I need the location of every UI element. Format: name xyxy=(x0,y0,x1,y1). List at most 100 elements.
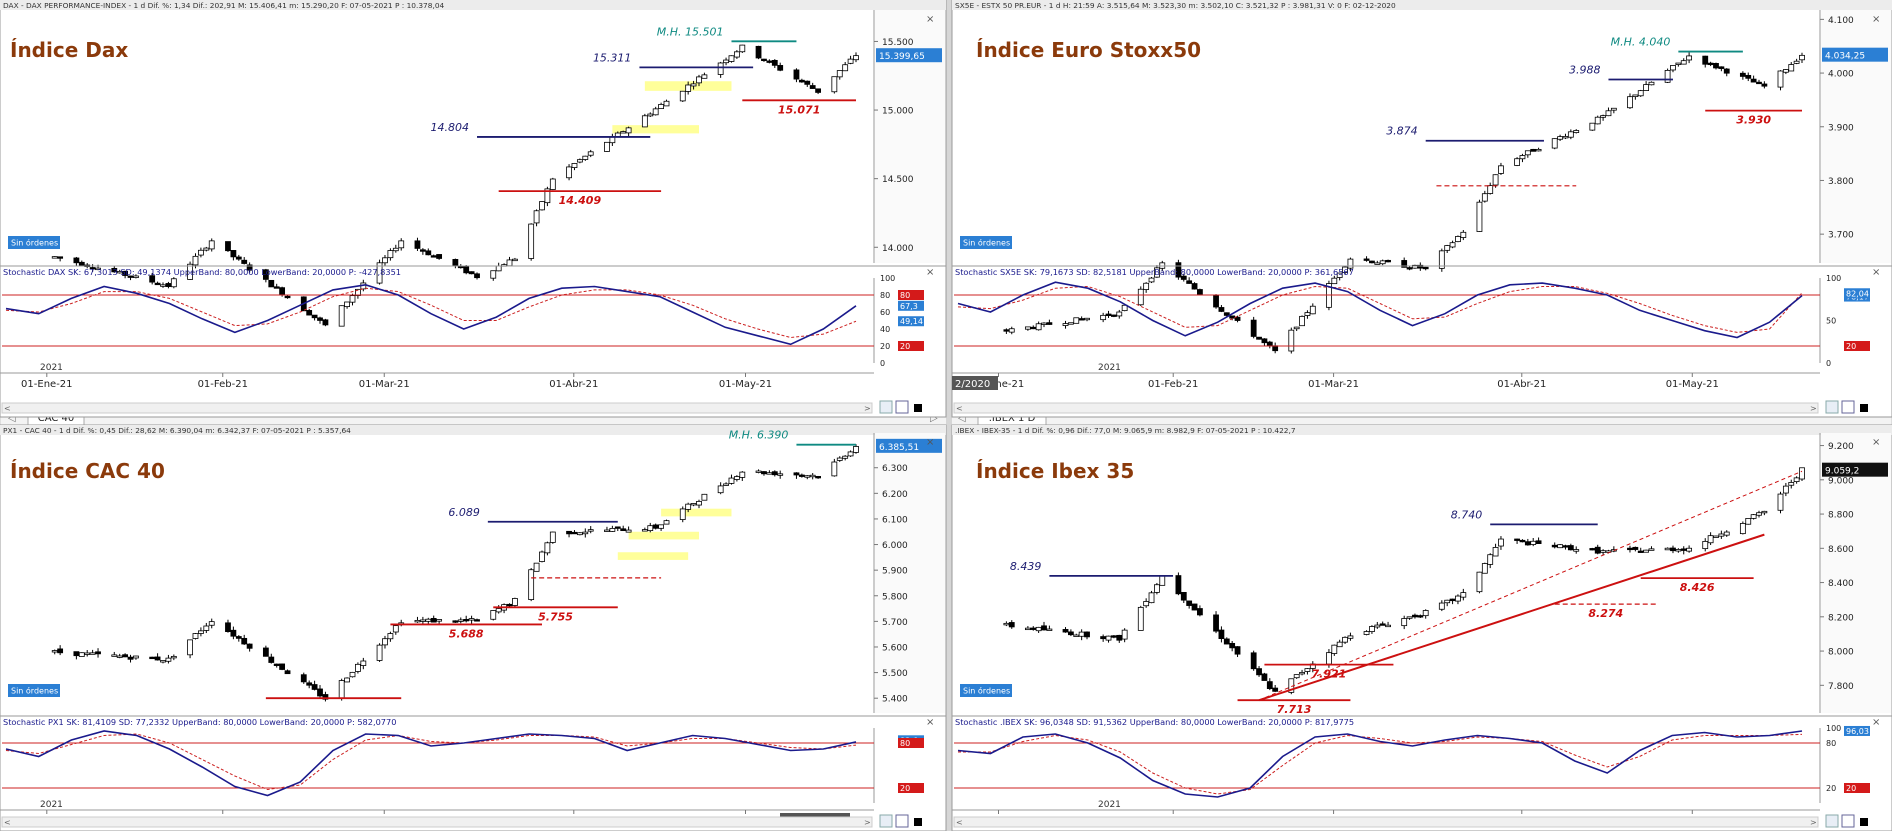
candle xyxy=(1643,549,1650,553)
zoom-fit-icon[interactable] xyxy=(879,400,893,414)
close-icon[interactable]: × xyxy=(1872,437,1880,448)
no-orders-badge[interactable] xyxy=(8,684,60,697)
candle xyxy=(1648,546,1655,551)
bars-mode-icon[interactable] xyxy=(1841,400,1855,414)
candle xyxy=(717,482,724,495)
candle xyxy=(831,458,838,477)
date-tick-label: 01-Ene-21 xyxy=(21,379,72,390)
stoch-value-tag xyxy=(898,316,924,327)
scroll-left-icon[interactable]: < xyxy=(956,818,963,827)
no-orders-badge[interactable] xyxy=(8,236,60,249)
color-swatch-icon[interactable] xyxy=(914,818,922,826)
candle xyxy=(679,90,686,102)
close-icon[interactable]: × xyxy=(926,267,934,278)
bars-mode-icon[interactable] xyxy=(1841,814,1855,828)
price-tick-label: 3.900 xyxy=(1828,123,1854,133)
date-tick-label: 01-May-21 xyxy=(719,379,772,390)
color-swatch-icon[interactable] xyxy=(1860,404,1868,412)
candle xyxy=(853,444,859,454)
zoom-fit-icon[interactable] xyxy=(879,814,893,828)
candle xyxy=(1379,621,1386,626)
candle xyxy=(739,471,746,481)
scroll-left-icon[interactable]: ◁ xyxy=(958,413,966,424)
close-icon[interactable]: × xyxy=(1872,717,1880,728)
candle xyxy=(490,270,497,281)
candle xyxy=(842,455,849,461)
candle xyxy=(273,283,280,289)
stoch-value-tag xyxy=(898,783,924,793)
candle xyxy=(777,62,784,72)
no-orders-badge[interactable] xyxy=(960,236,1012,249)
candle xyxy=(387,248,394,261)
bars-mode-icon[interactable] xyxy=(895,400,909,414)
candle xyxy=(1756,510,1762,518)
candle xyxy=(1261,672,1268,681)
scroll-left-icon[interactable]: < xyxy=(4,404,11,413)
last-price-label: 4.034,25 xyxy=(1825,52,1865,62)
candle xyxy=(198,627,204,637)
scroll-right-icon[interactable]: > xyxy=(864,818,871,827)
candle xyxy=(322,691,329,702)
candle xyxy=(1589,547,1596,551)
candle xyxy=(311,314,318,321)
close-icon[interactable]: × xyxy=(926,437,934,448)
stoch-value-label: 80 xyxy=(900,291,910,300)
year-label: 2021 xyxy=(40,800,63,810)
close-icon[interactable]: × xyxy=(1872,267,1880,278)
stoch-tick-label: 100 xyxy=(1826,274,1841,283)
horizontal-scrollbar[interactable] xyxy=(953,402,1819,414)
candle xyxy=(1417,262,1424,271)
scroll-right-icon[interactable]: > xyxy=(1810,404,1817,413)
candle xyxy=(382,255,388,267)
stoch-header: Stochastic SX5E SK: 79,1673 SD: 82,5181 … xyxy=(955,267,1354,277)
close-icon[interactable]: × xyxy=(926,717,934,728)
price-tick-label: 6.100 xyxy=(882,515,908,525)
panel-divider[interactable] xyxy=(946,0,952,831)
candle xyxy=(658,102,664,110)
scroll-right-icon[interactable]: > xyxy=(1810,818,1817,827)
candle xyxy=(1250,650,1257,671)
candle xyxy=(89,264,96,272)
scroll-left-icon[interactable]: < xyxy=(956,404,963,413)
candle xyxy=(761,471,767,476)
zoom-fit-icon[interactable] xyxy=(1825,814,1839,828)
year-label: 2021 xyxy=(1098,363,1121,373)
stoch-value-tag xyxy=(898,290,924,300)
candle xyxy=(1342,636,1348,644)
candle xyxy=(468,615,475,624)
zoom-fit-icon[interactable] xyxy=(1825,400,1839,414)
candle xyxy=(777,470,784,479)
last-price-label: 9.059,2 xyxy=(1825,467,1859,477)
price-tick-label: 15.000 xyxy=(882,107,914,117)
color-swatch-icon[interactable] xyxy=(914,404,922,412)
stoch-value-tag xyxy=(898,300,924,311)
scroll-right-icon[interactable]: > xyxy=(864,404,871,413)
candle xyxy=(1799,52,1805,64)
candle xyxy=(1261,338,1268,346)
candle xyxy=(160,660,166,664)
candle xyxy=(1008,620,1015,629)
no-orders-badge[interactable] xyxy=(960,684,1012,697)
horizontal-scrollbar[interactable] xyxy=(953,816,1819,828)
stoch-value-tag xyxy=(1844,725,1870,736)
candle xyxy=(798,78,805,83)
candle xyxy=(203,622,210,634)
stoch-tick-label: 100 xyxy=(880,274,895,283)
candle xyxy=(1498,162,1504,175)
candle xyxy=(1481,562,1488,574)
candle xyxy=(1369,625,1375,634)
candle xyxy=(533,209,540,227)
horizontal-scrollbar[interactable] xyxy=(1,816,873,828)
close-icon[interactable]: × xyxy=(926,14,934,25)
bars-mode-icon[interactable] xyxy=(895,814,909,828)
scroll-left-icon[interactable]: < xyxy=(4,818,11,827)
date-tick-label: 01-Feb-21 xyxy=(1148,379,1198,390)
scroll-left-icon[interactable]: ◁ xyxy=(8,413,16,424)
gap-zone xyxy=(661,508,732,517)
color-swatch-icon[interactable] xyxy=(1860,818,1868,826)
close-icon[interactable]: × xyxy=(1872,14,1880,25)
horizontal-scrollbar[interactable] xyxy=(1,402,873,414)
candle xyxy=(1573,129,1580,134)
candle xyxy=(1686,52,1693,64)
scroll-right-icon[interactable]: ▷ xyxy=(930,413,938,424)
